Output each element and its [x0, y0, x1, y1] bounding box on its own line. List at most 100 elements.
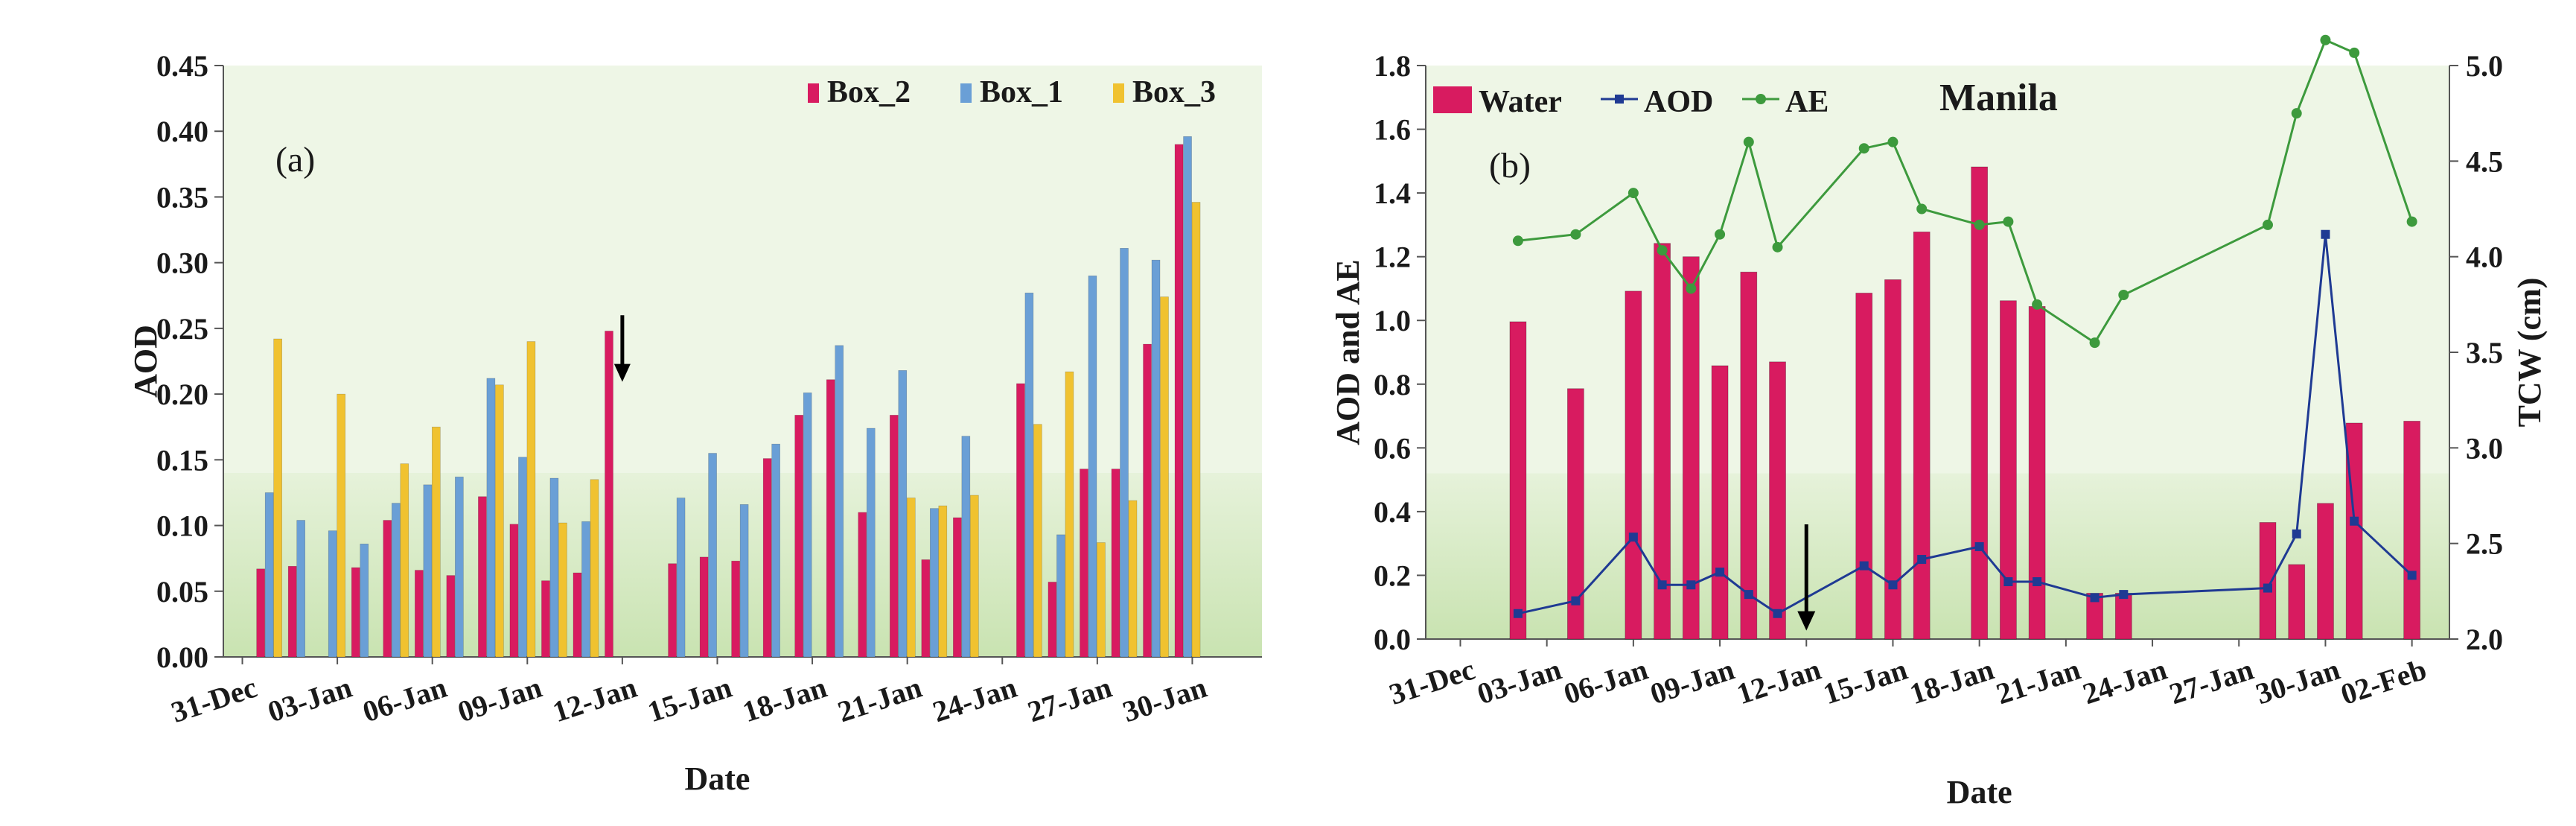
x-tick-label: 31-Dec: [167, 670, 261, 729]
x-tick-label: 27-Jan: [1024, 670, 1116, 729]
bar-water: [1999, 300, 2017, 640]
bar-box1: [1151, 259, 1161, 658]
x-tick-label: 30-Jan: [1118, 670, 1211, 729]
x-tick-label: 24-Jan: [2079, 652, 2171, 711]
point-ae: [2003, 216, 2014, 227]
bar-box1: [1183, 136, 1192, 658]
bar-box1: [518, 457, 527, 658]
bar-box2: [1080, 468, 1088, 658]
bar-box2: [953, 517, 962, 658]
bar-box3: [970, 495, 979, 658]
bar-box3: [526, 341, 536, 658]
point-aod: [2119, 590, 2129, 600]
point-ae: [1743, 136, 1754, 147]
point-aod: [1744, 590, 1753, 600]
bar-box2: [1016, 383, 1025, 658]
point-ae: [1715, 229, 1726, 240]
point-ae: [1657, 245, 1668, 256]
y-tick-label: 0.0: [1374, 623, 1411, 656]
panel-label: (a): [275, 140, 315, 180]
y-tick-label: 1.0: [1374, 304, 1411, 337]
bar-box2: [668, 563, 677, 658]
chart-a-panel: 0.00 0.05 0.10 0.15 0.20 0.25 0.30 0.35 0.40 0.45…: [127, 49, 1262, 797]
arrow-head: [613, 363, 631, 382]
point-aod: [1888, 580, 1898, 590]
bar-box2: [415, 570, 424, 658]
point-ae: [1686, 283, 1697, 294]
x-tick-label: 12-Jan: [1732, 652, 1825, 711]
bar-box2: [699, 556, 709, 658]
bar-box1: [328, 530, 337, 658]
point-ae: [2118, 290, 2129, 300]
bar-box1: [1056, 534, 1065, 658]
point-ae: [2291, 108, 2302, 119]
point-ae: [1772, 241, 1783, 252]
point-ae: [2262, 219, 2273, 230]
bar-box3: [1128, 500, 1138, 658]
x-tick-label: 30-Jan: [2251, 652, 2344, 711]
bar-water: [2288, 564, 2306, 640]
point-ae: [1887, 136, 1898, 147]
legend-label: AE: [1785, 85, 1829, 119]
y-tick-label: 0.30: [156, 247, 208, 280]
bar-box1: [676, 498, 686, 658]
x-tick-label: 02-Feb: [2337, 652, 2431, 711]
point-aod: [2090, 593, 2100, 603]
legend-label: Box_2: [827, 75, 911, 109]
y-axis-label: AOD and AE: [1330, 259, 1366, 445]
y-tick-label: 0.8: [1374, 368, 1411, 401]
y-tick-label: 1.2: [1374, 241, 1411, 274]
bar-water: [2403, 421, 2421, 640]
bar-box3: [432, 426, 441, 658]
bar-box3: [1191, 202, 1201, 658]
bar-box3: [1160, 296, 1169, 658]
point-aod: [1571, 596, 1581, 606]
bar-box1: [1024, 292, 1034, 658]
bar-water: [1682, 256, 1700, 640]
bar-box2: [541, 580, 550, 658]
bar-box2: [446, 575, 456, 658]
y-tick-label: 0.40: [156, 115, 208, 148]
legend-label: Box_1: [980, 75, 1063, 109]
bar-box2: [478, 496, 487, 658]
y-tick-label: 1.8: [1374, 49, 1411, 83]
point-ae: [2089, 337, 2100, 349]
point-aod: [1974, 541, 1984, 551]
bar-box3: [590, 479, 599, 658]
bar-box3: [1033, 424, 1042, 658]
bar-box3: [1097, 542, 1106, 658]
x-tick-label: 27-Jan: [2165, 652, 2257, 711]
bar-box2: [287, 565, 297, 658]
y2-tick-label: 3.0: [2466, 431, 2503, 465]
point-aod: [2407, 571, 2417, 580]
bar-box1: [771, 443, 780, 658]
bar-water: [1855, 293, 1873, 640]
bar-water: [1625, 290, 1642, 640]
bar-box1: [866, 428, 876, 658]
bar-box2: [889, 415, 899, 658]
y2-tick-label: 5.0: [2466, 49, 2503, 83]
y-tick-label: 1.6: [1374, 113, 1411, 147]
y-tick-label: 0.00: [156, 641, 208, 674]
y2-axis-label: TCW (cm): [2511, 278, 2548, 428]
point-ae: [1974, 219, 1985, 230]
y-tick-label: 0.45: [156, 49, 208, 83]
bar-box3: [558, 522, 567, 658]
y-tick-label: 0.20: [156, 378, 208, 411]
bar-water: [2114, 593, 2132, 640]
legend-swatch-water: [1433, 86, 1472, 113]
bar-box2: [794, 415, 803, 658]
x-tick-label: 03-Jan: [264, 670, 356, 729]
chart-b-panel: 0.0 0.2 0.4 0.6 0.8 1.0 1.2 1.4 1.6 1.8 2.0 2.5 3.0 3…: [1330, 34, 2548, 810]
y-axis-label: AOD: [127, 325, 164, 398]
legend-swatch: [808, 83, 819, 103]
y-tick-label: 0.35: [156, 180, 208, 214]
point-aod: [1686, 580, 1696, 590]
bar-water: [2317, 503, 2334, 640]
point-ae: [2320, 34, 2331, 45]
legend-swatch: [1113, 83, 1124, 103]
point-ae: [1858, 143, 1869, 154]
bar-box3: [938, 505, 948, 658]
bar-box2: [383, 520, 392, 658]
